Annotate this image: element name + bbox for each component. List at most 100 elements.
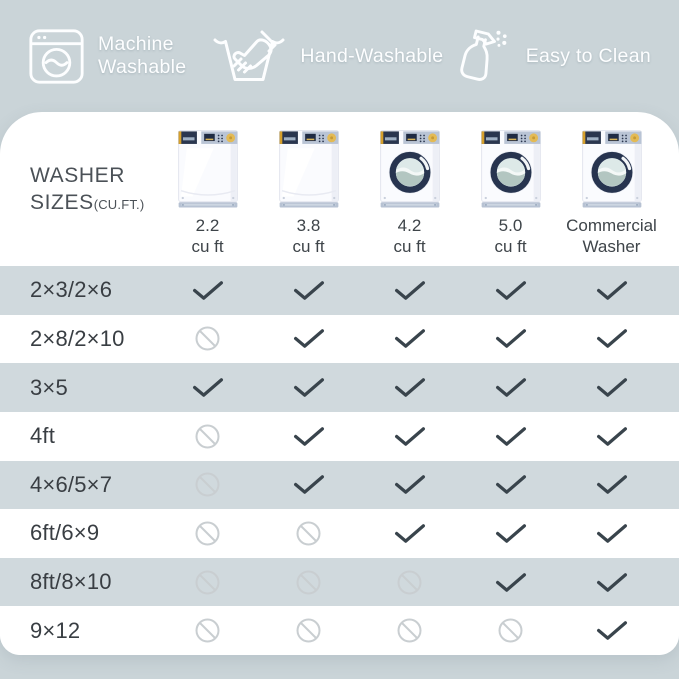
table-row-8: 9×12 [0, 606, 679, 655]
cell-r1-c5-check [561, 280, 662, 301]
check-icon [393, 280, 427, 301]
table-body: 2×3/2×6 2×8/2×10 3×5 4ft [0, 266, 679, 655]
feature-badges: Machine Washable Hand-Washable [0, 0, 679, 112]
washing-machine-icon [29, 28, 84, 84]
column-label: 4.2 cu ft [393, 216, 426, 257]
check-icon [494, 426, 528, 447]
column-header-3: 4.2 cu ft [359, 112, 460, 266]
cell-r4-c4-check [460, 426, 561, 447]
cell-r4-c1-prohibited [157, 423, 258, 450]
check-icon [494, 572, 528, 593]
cell-r5-c3-check [359, 474, 460, 495]
cell-r2-c4-check [460, 328, 561, 349]
check-icon [595, 523, 629, 544]
check-icon [494, 328, 528, 349]
column-label: Commercial Washer [566, 216, 657, 257]
cell-r3-c4-check [460, 377, 561, 398]
check-icon [494, 377, 528, 398]
column-header-5: Commercial Washer [561, 112, 662, 266]
column-header-2: 3.8 cu ft [258, 112, 359, 266]
table-row-6: 6ft/6×9 [0, 509, 679, 558]
cell-r7-c3-prohibited [359, 569, 460, 596]
prohibited-icon [295, 617, 322, 644]
table-row-7: 8ft/8×10 [0, 557, 679, 607]
table-title: WASHER SIZES(CU.FT.) [0, 112, 157, 266]
cell-r7-c2-prohibited [258, 569, 359, 596]
cell-r1-c1-check [157, 280, 258, 301]
check-icon [595, 620, 629, 641]
table-row-5: 4×6/5×7 [0, 460, 679, 510]
cell-r4-c5-check [561, 426, 662, 447]
rug-size-label: 8ft/8×10 [30, 569, 112, 595]
cell-r6-c4-check [460, 523, 561, 544]
washer-size-table: WASHER SIZES(CU.FT.) 2.2 cu ft 3.8 cu ft… [0, 112, 679, 655]
table-title-line2: SIZES(CU.FT.) [30, 190, 145, 214]
column-label: 5.0 cu ft [494, 216, 527, 257]
rug-size-label: 6ft/6×9 [30, 520, 100, 546]
table-row-1: 2×3/2×6 [0, 266, 679, 315]
prohibited-icon [396, 569, 423, 596]
rug-size-label: 2×8/2×10 [30, 325, 125, 351]
check-icon [393, 474, 427, 495]
cell-r4-c2-check [258, 426, 359, 447]
cell-r2-c3-check [359, 328, 460, 349]
table-title-line1: WASHER [30, 163, 125, 187]
washer-icon [278, 129, 340, 208]
cell-r6-c1-prohibited [157, 520, 258, 547]
rug-size-label: 4ft [30, 423, 56, 449]
cell-r1-c4-check [460, 280, 561, 301]
column-label: 2.2 cu ft [191, 216, 224, 257]
check-icon [393, 377, 427, 398]
cell-r7-c5-check [561, 572, 662, 593]
table-row-4: 4ft [0, 411, 679, 461]
cell-r1-c2-check [258, 280, 359, 301]
table-title-unit: (CU.FT.) [93, 196, 145, 212]
rug-size-label: 2×3/2×6 [30, 277, 113, 303]
cell-r2-c2-check [258, 328, 359, 349]
prohibited-icon [497, 617, 524, 644]
cell-r3-c5-check [561, 377, 662, 398]
cell-r5-c1-prohibited [157, 471, 258, 498]
prohibited-icon [194, 520, 221, 547]
check-icon [393, 426, 427, 447]
prohibited-icon [194, 423, 221, 450]
check-icon [393, 523, 427, 544]
hand-wash-icon [213, 30, 285, 81]
cell-r1-c3-check [359, 280, 460, 301]
badge-easy-to-clean: Easy to Clean [453, 26, 651, 86]
cell-r3-c2-check [258, 377, 359, 398]
cell-r8-c4-prohibited [460, 617, 561, 644]
badge-machine-washable-label: Machine Washable [98, 33, 187, 78]
cell-r7-c1-prohibited [157, 569, 258, 596]
column-label: 3.8 cu ft [292, 216, 325, 257]
check-icon [595, 426, 629, 447]
column-header-1: 2.2 cu ft [157, 112, 258, 266]
cell-r5-c2-check [258, 474, 359, 495]
check-icon [494, 523, 528, 544]
table-row-2: 2×8/2×10 [0, 314, 679, 364]
check-icon [292, 474, 326, 495]
cell-r8-c2-prohibited [258, 617, 359, 644]
prohibited-icon [194, 617, 221, 644]
cell-r2-c1-prohibited [157, 325, 258, 352]
cell-r6-c5-check [561, 523, 662, 544]
washer-icon [379, 129, 441, 208]
prohibited-icon [194, 325, 221, 352]
badge-machine-washable: Machine Washable [28, 28, 202, 85]
prohibited-icon [295, 569, 322, 596]
cell-r4-c3-check [359, 426, 460, 447]
check-icon [191, 280, 225, 301]
cell-r3-c1-check [157, 377, 258, 398]
check-icon [191, 377, 225, 398]
prohibited-icon [295, 520, 322, 547]
check-icon [494, 280, 528, 301]
table-header-row: WASHER SIZES(CU.FT.) 2.2 cu ft 3.8 cu ft… [0, 112, 679, 266]
table-row-3: 3×5 [0, 363, 679, 412]
check-icon [494, 474, 528, 495]
badge-hand-washable: Hand-Washable [211, 27, 443, 85]
check-icon [292, 280, 326, 301]
cell-r3-c3-check [359, 377, 460, 398]
check-icon [595, 377, 629, 398]
check-icon [595, 474, 629, 495]
